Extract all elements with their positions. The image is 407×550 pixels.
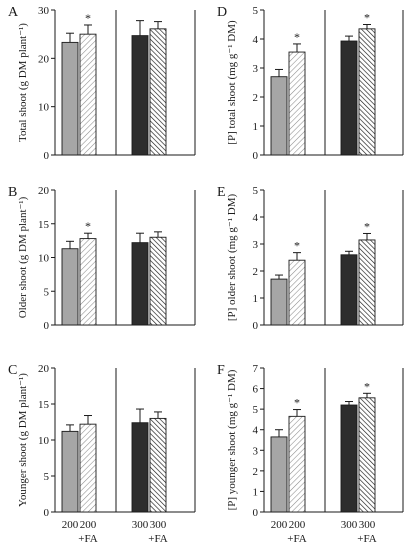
significance-mark: * bbox=[364, 11, 370, 25]
y-tick-label: 2 bbox=[253, 466, 259, 478]
panel-letter: B bbox=[8, 185, 17, 200]
y-axis-label: Younger shoot (g DM plant⁻¹) bbox=[17, 373, 29, 507]
y-tick-label: 15 bbox=[38, 399, 50, 411]
y-tick-label: 4 bbox=[253, 34, 259, 46]
significance-mark: * bbox=[364, 379, 370, 393]
bar-grey bbox=[61, 248, 79, 326]
bar-grey bbox=[270, 76, 288, 156]
panel-letter: F bbox=[217, 363, 225, 378]
panel-letter: E bbox=[217, 185, 226, 200]
x-category-label: 300 bbox=[341, 519, 358, 531]
panel-d: 0 1 2 3 4 5 D[P] total shoot (mg g⁻¹ DM) * * bbox=[217, 5, 404, 162]
y-tick-label: 4 bbox=[253, 212, 259, 224]
bar-hatch-dark bbox=[149, 28, 167, 156]
x-category-label: +FA bbox=[287, 533, 307, 545]
significance-mark: * bbox=[294, 30, 300, 44]
y-tick-label: 3 bbox=[253, 239, 259, 251]
y-tick-label: 0 bbox=[44, 507, 50, 519]
panel-letter: C bbox=[8, 363, 17, 378]
x-category-label: 300 bbox=[132, 519, 149, 531]
y-tick-label: 30 bbox=[38, 5, 50, 17]
bar-hatch-light bbox=[288, 51, 306, 156]
x-category-label: +FA bbox=[78, 533, 98, 545]
x-category-label: 200 bbox=[80, 519, 97, 531]
y-tick-label: 0 bbox=[44, 150, 50, 162]
bar-black bbox=[131, 242, 149, 326]
y-tick-label: 5 bbox=[253, 404, 259, 416]
bar-grey bbox=[270, 278, 288, 326]
y-tick-label: 5 bbox=[44, 286, 50, 298]
y-axis-label: [P] younger shoot (mg g⁻¹ DM) bbox=[226, 369, 238, 510]
y-tick-label: 5 bbox=[44, 471, 50, 483]
bar-hatch-light bbox=[288, 259, 306, 326]
y-tick-label: 0 bbox=[44, 320, 50, 332]
y-tick-label: 10 bbox=[38, 102, 50, 114]
y-tick-label: 10 bbox=[38, 435, 50, 447]
y-tick-label: 0 bbox=[253, 150, 259, 162]
y-axis-label: Total shoot (g DM plant⁻¹) bbox=[17, 23, 29, 142]
y-tick-label: 20 bbox=[38, 185, 50, 197]
bar-black bbox=[340, 254, 358, 326]
significance-mark: * bbox=[294, 396, 300, 410]
x-category-label: 200 bbox=[62, 519, 79, 531]
y-tick-label: 1 bbox=[253, 293, 259, 305]
y-tick-label: 20 bbox=[38, 363, 50, 375]
y-axis-label: [P] older shoot (mg g⁻¹ DM) bbox=[226, 193, 238, 321]
bar-grey bbox=[61, 41, 79, 156]
bar-black bbox=[340, 40, 358, 156]
x-category-label: +FA bbox=[148, 533, 168, 545]
y-tick-label: 5 bbox=[253, 185, 259, 197]
x-category-label: 300 bbox=[150, 519, 167, 531]
bar-hatch-light bbox=[79, 33, 97, 156]
y-tick-label: 1 bbox=[253, 121, 259, 133]
bar-black bbox=[131, 35, 149, 156]
significance-mark: * bbox=[294, 239, 300, 253]
y-tick-label: 0 bbox=[253, 320, 259, 332]
panel-a: 0 10 20 30 A Total shoot (g DM plant⁻¹) * bbox=[8, 5, 196, 162]
x-category-label: 200 bbox=[289, 519, 306, 531]
bar-hatch-dark bbox=[149, 417, 167, 513]
bar-hatch-dark bbox=[149, 236, 167, 326]
y-tick-label: 10 bbox=[38, 253, 50, 265]
bar-hatch-dark bbox=[358, 239, 376, 326]
panel-letter: D bbox=[217, 5, 227, 20]
bar-black bbox=[340, 404, 358, 513]
y-axis-label: Older shoot (g DM plant⁻¹) bbox=[17, 196, 29, 318]
y-tick-label: 7 bbox=[253, 363, 259, 375]
bar-grey bbox=[61, 430, 79, 513]
y-tick-label: 20 bbox=[38, 53, 50, 65]
y-tick-label: 3 bbox=[253, 445, 259, 457]
y-tick-label: 6 bbox=[253, 384, 259, 396]
panel-f: 0 1 2 3 4 5 6 7 F [P] younger shoot (mg g⁻¹ DM) * * bbox=[217, 363, 404, 519]
bar-grey bbox=[270, 436, 288, 513]
bar-black bbox=[131, 422, 149, 513]
y-tick-label: 2 bbox=[253, 92, 259, 104]
y-axis-label: [P] total shoot (mg g⁻¹ DM) bbox=[226, 20, 238, 145]
bar-hatch-dark bbox=[358, 397, 376, 513]
bar-hatch-dark bbox=[358, 28, 376, 156]
y-tick-label: 15 bbox=[38, 219, 50, 231]
y-tick-label: 5 bbox=[253, 5, 259, 17]
bar-hatch-light bbox=[79, 238, 97, 326]
significance-mark: * bbox=[364, 219, 370, 233]
bar-hatch-light bbox=[79, 423, 97, 513]
y-tick-label: 1 bbox=[253, 486, 259, 498]
panel-e: 0 1 2 3 4 5 E[P] older shoot (mg g⁻¹ DM) * * bbox=[217, 185, 404, 332]
y-tick-label: 0 bbox=[253, 507, 259, 519]
x-category-label: 300 bbox=[359, 519, 376, 531]
x-category-label: +FA bbox=[357, 533, 377, 545]
bar-hatch-light bbox=[288, 415, 306, 513]
x-category-label: 200 bbox=[271, 519, 288, 531]
y-tick-label: 2 bbox=[253, 266, 259, 278]
panel-letter: A bbox=[8, 5, 19, 20]
y-tick-label: 3 bbox=[253, 63, 259, 75]
significance-mark: * bbox=[85, 219, 91, 233]
y-tick-label: 4 bbox=[253, 425, 259, 437]
significance-mark: * bbox=[85, 11, 91, 25]
